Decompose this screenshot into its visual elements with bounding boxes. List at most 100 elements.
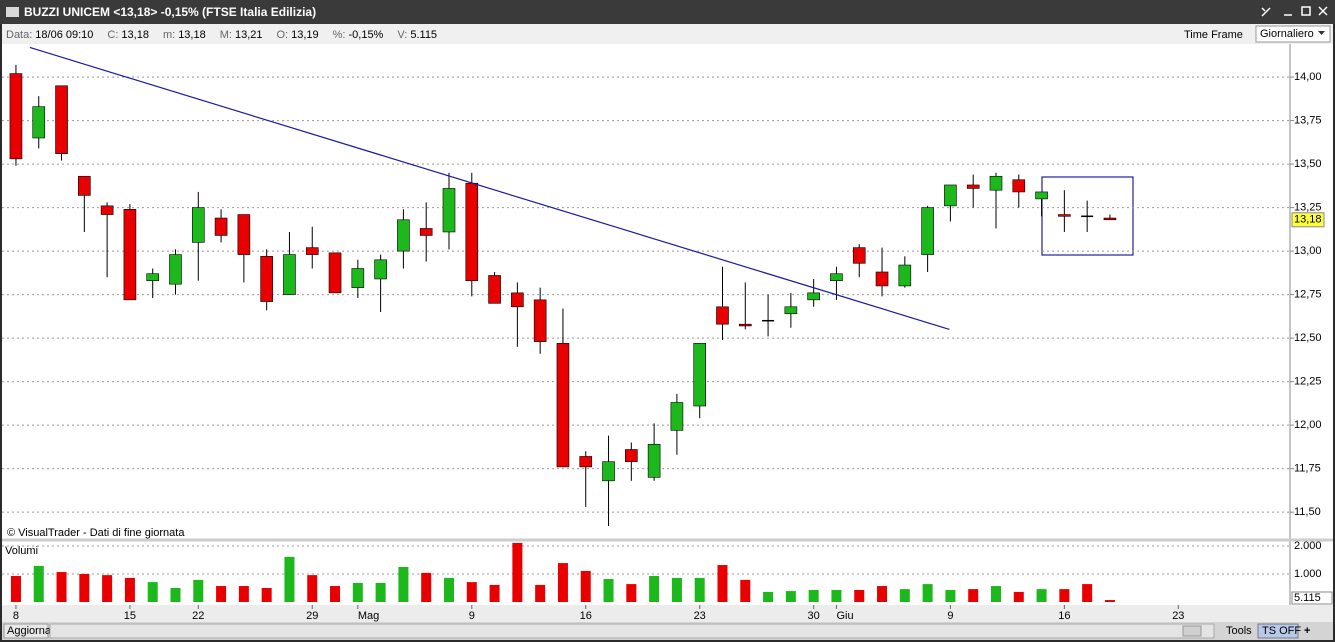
candle-body (989, 175, 1003, 191)
close-button[interactable] (1318, 6, 1328, 16)
app-icon (6, 7, 19, 17)
volume-bar (1013, 591, 1024, 602)
dropdown-arrow[interactable] (1318, 31, 1325, 35)
volume-bar (443, 577, 454, 602)
info-label: m: (163, 29, 175, 41)
candle-body (898, 264, 912, 287)
volume-bar (649, 575, 660, 602)
candle-body (169, 254, 182, 285)
info-label: M: (220, 29, 232, 41)
volume-bar (922, 584, 933, 602)
x-tick-label: 16 (580, 610, 592, 622)
volume-bar (535, 584, 546, 602)
candle-body (9, 73, 23, 160)
volume-bar (1059, 589, 1070, 602)
y-tick-label: 11,50 (1294, 506, 1321, 518)
tools-button[interactable] (1261, 7, 1271, 17)
info-value: 13,18 (121, 29, 149, 41)
volume-bar (740, 579, 751, 602)
volume-bar (330, 586, 341, 602)
scroll-thumb[interactable] (1182, 625, 1202, 637)
candle-body (488, 275, 501, 304)
maximize-button[interactable] (1301, 6, 1311, 16)
candle-body (830, 273, 843, 281)
volume-bar (238, 586, 249, 602)
candle-body (419, 228, 433, 236)
tools-label[interactable]: Tools (1226, 625, 1252, 637)
volume-bar (1036, 589, 1047, 602)
x-tick-label: 8 (13, 610, 19, 622)
candle-body (944, 184, 957, 207)
volume-bar (352, 582, 363, 602)
candle-body (1012, 179, 1026, 193)
candle-body (716, 306, 729, 325)
volume-tick-label: 1.000 (1294, 568, 1322, 580)
info-value: -0,15% (348, 29, 383, 41)
candle-body (100, 205, 114, 215)
time-frame-select[interactable] (1255, 25, 1331, 43)
volume-bar (512, 542, 523, 602)
candle-body (55, 85, 68, 154)
volume-bar (216, 586, 227, 602)
volume-bar (808, 589, 819, 602)
candle-body (1058, 214, 1071, 217)
volume-bar (10, 575, 21, 602)
volume-bar (56, 572, 67, 602)
candle-body (670, 402, 684, 431)
candle-body (1103, 217, 1117, 221)
y-tick-label: 12,00 (1294, 419, 1322, 431)
candle-body (602, 461, 615, 482)
volume-bar (603, 579, 614, 602)
x-tick-label: 23 (694, 610, 706, 622)
candle-body (237, 214, 251, 255)
volume-bar (854, 589, 865, 602)
candle-body (556, 343, 570, 468)
info-label: Data: (6, 29, 32, 41)
y-tick-label: 13,50 (1294, 158, 1322, 170)
refresh-button[interactable] (3, 623, 49, 639)
volume-bar (968, 589, 979, 602)
info-value: 18/06 09:10 (35, 29, 93, 41)
volume-bar (899, 589, 910, 602)
volume-bar (193, 579, 204, 602)
volume-bar (421, 572, 432, 602)
volume-bar (398, 566, 409, 602)
candle-body (78, 175, 91, 196)
y-tick-label: 13,75 (1294, 114, 1322, 126)
volume-bar (489, 584, 500, 602)
candle-body (305, 247, 319, 255)
candle-body (32, 106, 46, 139)
candle-body (511, 292, 524, 308)
x-tick-label: 22 (192, 610, 204, 622)
y-tick-label: 13,25 (1294, 201, 1322, 213)
volume-bar (945, 589, 956, 602)
ts-button[interactable] (1257, 623, 1299, 639)
candle-body (1035, 191, 1048, 200)
candle-body (784, 306, 798, 315)
info-bar (2, 24, 1333, 44)
volume-bar (307, 575, 318, 602)
candle-body (693, 343, 706, 407)
time-frame-value[interactable]: Giornaliero (1260, 28, 1314, 40)
x-tick-label: 9 (469, 610, 475, 622)
window-title: BUZZI UNICEM <13,18> -0,15% (FTSE Italia… (24, 5, 316, 19)
candle-body (146, 273, 160, 281)
candle-body (807, 292, 820, 301)
candle-body (875, 271, 889, 287)
add-button[interactable]: + (1304, 625, 1310, 637)
candle-body (533, 299, 547, 342)
volume-bar (33, 565, 44, 602)
volume-bar (466, 582, 477, 602)
candle-body (465, 182, 479, 281)
candle-body (852, 247, 866, 264)
volume-bar (170, 587, 181, 602)
x-tick-label: 23 (1172, 610, 1184, 622)
info-label: C: (107, 29, 118, 41)
scrollbar[interactable] (49, 623, 1215, 639)
last-volume-tag (1291, 591, 1333, 605)
refresh-label[interactable]: Aggiorna (7, 625, 52, 637)
last-price-label: 13,18 (1294, 214, 1322, 226)
time-frame-label: Time Frame (1184, 29, 1243, 41)
ts-label[interactable]: TS OFF (1262, 625, 1301, 637)
window-buttons[interactable] (1261, 6, 1328, 17)
